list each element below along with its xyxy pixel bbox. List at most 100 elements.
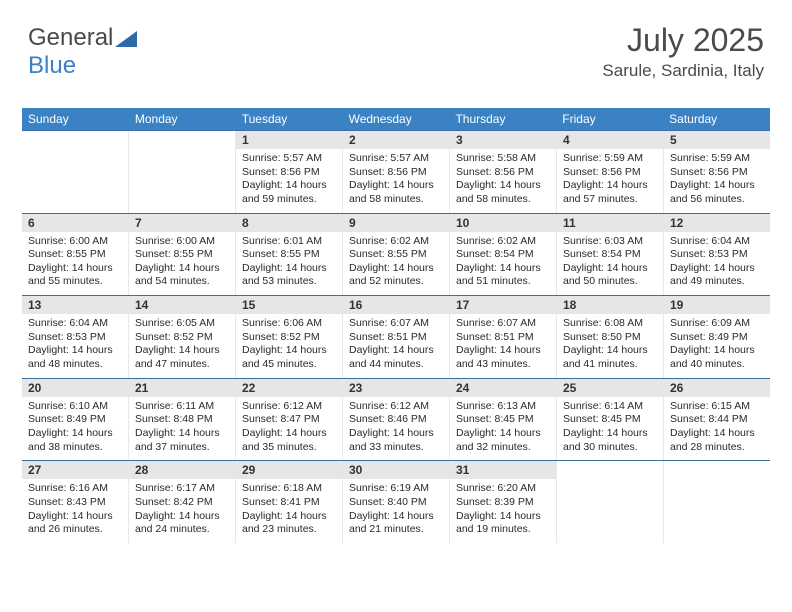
sunrise-text: Sunrise: 6:15 AM <box>670 400 764 414</box>
sunset-text: Sunset: 8:42 PM <box>135 496 229 510</box>
sunrise-text: Sunrise: 6:01 AM <box>242 235 336 249</box>
header-right: July 2025 Sarule, Sardinia, Italy <box>602 22 764 81</box>
daylight-text-1: Daylight: 14 hours <box>670 427 764 441</box>
location-text: Sarule, Sardinia, Italy <box>602 61 764 81</box>
daylight-text-2: and 44 minutes. <box>349 358 443 372</box>
day-number: 12 <box>664 214 770 232</box>
day-number <box>664 461 770 479</box>
day-header: Tuesday <box>236 108 343 130</box>
day-number: 10 <box>450 214 556 232</box>
day-number: 17 <box>450 296 556 314</box>
daylight-text-2: and 38 minutes. <box>28 441 122 455</box>
day-body: Sunrise: 6:05 AMSunset: 8:52 PMDaylight:… <box>129 314 235 378</box>
sunset-text: Sunset: 8:56 PM <box>670 166 764 180</box>
daylight-text-2: and 35 minutes. <box>242 441 336 455</box>
daylight-text-2: and 28 minutes. <box>670 441 764 455</box>
day-cell <box>129 131 236 213</box>
sunset-text: Sunset: 8:53 PM <box>670 248 764 262</box>
day-body: Sunrise: 5:57 AMSunset: 8:56 PMDaylight:… <box>343 149 449 213</box>
day-cell <box>664 461 770 543</box>
day-header: Monday <box>129 108 236 130</box>
day-body: Sunrise: 6:02 AMSunset: 8:55 PMDaylight:… <box>343 232 449 296</box>
sunset-text: Sunset: 8:51 PM <box>456 331 550 345</box>
day-number: 24 <box>450 379 556 397</box>
day-cell: 15Sunrise: 6:06 AMSunset: 8:52 PMDayligh… <box>236 296 343 378</box>
sunrise-text: Sunrise: 6:12 AM <box>242 400 336 414</box>
daylight-text-2: and 45 minutes. <box>242 358 336 372</box>
day-number: 1 <box>236 131 342 149</box>
daylight-text-2: and 51 minutes. <box>456 275 550 289</box>
day-cell: 11Sunrise: 6:03 AMSunset: 8:54 PMDayligh… <box>557 214 664 296</box>
day-cell: 23Sunrise: 6:12 AMSunset: 8:46 PMDayligh… <box>343 379 450 461</box>
day-body: Sunrise: 6:03 AMSunset: 8:54 PMDaylight:… <box>557 232 663 296</box>
sunrise-text: Sunrise: 5:59 AM <box>670 152 764 166</box>
day-cell: 28Sunrise: 6:17 AMSunset: 8:42 PMDayligh… <box>129 461 236 543</box>
day-number: 6 <box>22 214 128 232</box>
day-number: 13 <box>22 296 128 314</box>
day-cell: 27Sunrise: 6:16 AMSunset: 8:43 PMDayligh… <box>22 461 129 543</box>
day-body: Sunrise: 6:00 AMSunset: 8:55 PMDaylight:… <box>22 232 128 296</box>
day-number: 22 <box>236 379 342 397</box>
day-body: Sunrise: 6:17 AMSunset: 8:42 PMDaylight:… <box>129 479 235 543</box>
sunset-text: Sunset: 8:55 PM <box>349 248 443 262</box>
day-number: 25 <box>557 379 663 397</box>
day-number: 23 <box>343 379 449 397</box>
daylight-text-2: and 37 minutes. <box>135 441 229 455</box>
day-cell <box>22 131 129 213</box>
daylight-text-2: and 41 minutes. <box>563 358 657 372</box>
sunrise-text: Sunrise: 6:07 AM <box>456 317 550 331</box>
day-number: 3 <box>450 131 556 149</box>
daylight-text-2: and 54 minutes. <box>135 275 229 289</box>
day-header: Wednesday <box>343 108 450 130</box>
sunrise-text: Sunrise: 6:12 AM <box>349 400 443 414</box>
logo-text-1: General <box>28 24 113 51</box>
day-body: Sunrise: 6:19 AMSunset: 8:40 PMDaylight:… <box>343 479 449 543</box>
logo: General Blue <box>28 24 137 80</box>
sunrise-text: Sunrise: 5:57 AM <box>242 152 336 166</box>
daylight-text-2: and 30 minutes. <box>563 441 657 455</box>
sunrise-text: Sunrise: 6:08 AM <box>563 317 657 331</box>
sunset-text: Sunset: 8:49 PM <box>28 413 122 427</box>
sunset-text: Sunset: 8:49 PM <box>670 331 764 345</box>
sunrise-text: Sunrise: 5:58 AM <box>456 152 550 166</box>
daylight-text-1: Daylight: 14 hours <box>349 179 443 193</box>
daylight-text-2: and 59 minutes. <box>242 193 336 207</box>
sunrise-text: Sunrise: 6:16 AM <box>28 482 122 496</box>
sunset-text: Sunset: 8:48 PM <box>135 413 229 427</box>
week-row: 1Sunrise: 5:57 AMSunset: 8:56 PMDaylight… <box>22 130 770 213</box>
day-cell: 18Sunrise: 6:08 AMSunset: 8:50 PMDayligh… <box>557 296 664 378</box>
sunset-text: Sunset: 8:45 PM <box>563 413 657 427</box>
day-body: Sunrise: 6:14 AMSunset: 8:45 PMDaylight:… <box>557 397 663 461</box>
day-header: Thursday <box>449 108 556 130</box>
day-cell: 13Sunrise: 6:04 AMSunset: 8:53 PMDayligh… <box>22 296 129 378</box>
day-cell: 24Sunrise: 6:13 AMSunset: 8:45 PMDayligh… <box>450 379 557 461</box>
week-row: 6Sunrise: 6:00 AMSunset: 8:55 PMDaylight… <box>22 213 770 296</box>
day-header: Friday <box>556 108 663 130</box>
day-cell: 19Sunrise: 6:09 AMSunset: 8:49 PMDayligh… <box>664 296 770 378</box>
sunset-text: Sunset: 8:50 PM <box>563 331 657 345</box>
daylight-text-1: Daylight: 14 hours <box>135 344 229 358</box>
day-body: Sunrise: 6:12 AMSunset: 8:46 PMDaylight:… <box>343 397 449 461</box>
sunrise-text: Sunrise: 6:10 AM <box>28 400 122 414</box>
daylight-text-1: Daylight: 14 hours <box>456 179 550 193</box>
daylight-text-2: and 57 minutes. <box>563 193 657 207</box>
daylight-text-2: and 24 minutes. <box>135 523 229 537</box>
day-body: Sunrise: 6:09 AMSunset: 8:49 PMDaylight:… <box>664 314 770 378</box>
month-title: July 2025 <box>602 22 764 59</box>
day-body: Sunrise: 6:06 AMSunset: 8:52 PMDaylight:… <box>236 314 342 378</box>
daylight-text-1: Daylight: 14 hours <box>670 262 764 276</box>
day-number <box>22 131 128 149</box>
daylight-text-1: Daylight: 14 hours <box>349 510 443 524</box>
daylight-text-1: Daylight: 14 hours <box>28 344 122 358</box>
day-cell: 10Sunrise: 6:02 AMSunset: 8:54 PMDayligh… <box>450 214 557 296</box>
sunrise-text: Sunrise: 6:19 AM <box>349 482 443 496</box>
day-body: Sunrise: 5:57 AMSunset: 8:56 PMDaylight:… <box>236 149 342 213</box>
day-number: 19 <box>664 296 770 314</box>
day-body: Sunrise: 6:20 AMSunset: 8:39 PMDaylight:… <box>450 479 556 543</box>
day-cell: 25Sunrise: 6:14 AMSunset: 8:45 PMDayligh… <box>557 379 664 461</box>
day-cell: 26Sunrise: 6:15 AMSunset: 8:44 PMDayligh… <box>664 379 770 461</box>
day-cell <box>557 461 664 543</box>
sunset-text: Sunset: 8:56 PM <box>456 166 550 180</box>
day-body: Sunrise: 6:00 AMSunset: 8:55 PMDaylight:… <box>129 232 235 296</box>
day-cell: 2Sunrise: 5:57 AMSunset: 8:56 PMDaylight… <box>343 131 450 213</box>
